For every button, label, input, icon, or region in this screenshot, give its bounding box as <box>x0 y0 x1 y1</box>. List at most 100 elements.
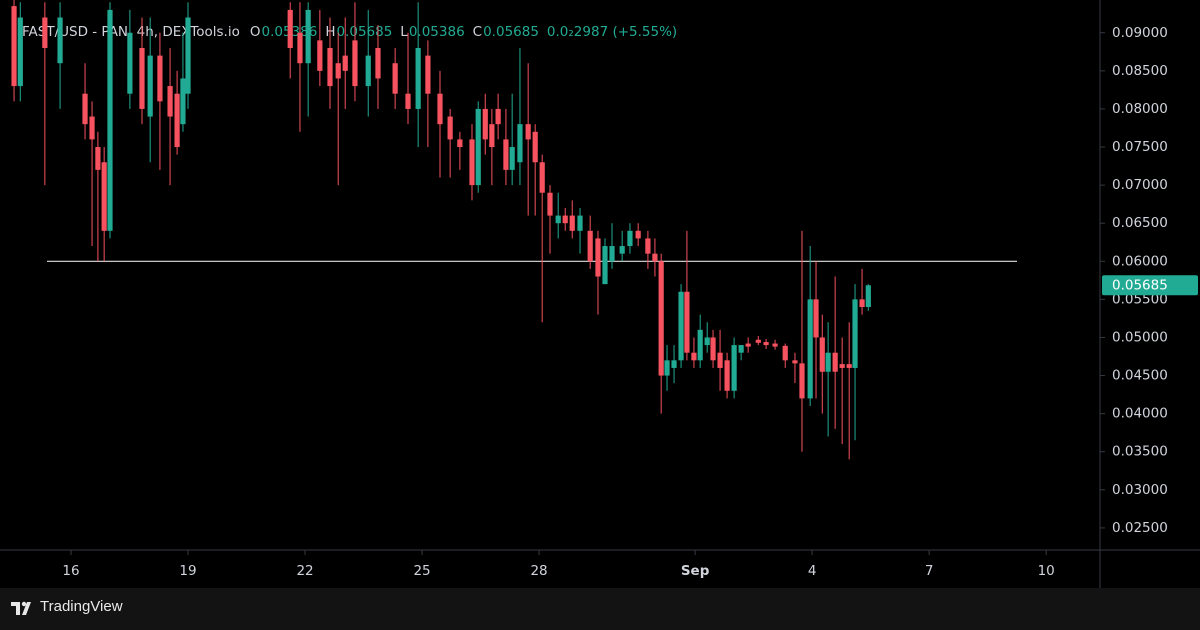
candle-body <box>547 192 553 216</box>
candle-body <box>17 17 23 87</box>
y-tick-label: 0.02500 <box>1112 520 1168 536</box>
candle-body <box>375 47 381 79</box>
y-tick-label: 0.06000 <box>1112 253 1168 269</box>
candle-body <box>697 329 703 361</box>
candle-body <box>819 337 825 372</box>
candle-body <box>287 9 293 48</box>
candle-body <box>745 343 751 347</box>
candle-body <box>645 238 651 254</box>
candle-body <box>704 337 710 346</box>
y-tick-label: 0.05000 <box>1112 329 1168 345</box>
candle-body <box>562 215 568 224</box>
candle-body <box>89 116 95 140</box>
candle-body <box>832 352 838 372</box>
candle-body <box>297 32 303 64</box>
candle-body <box>772 343 778 347</box>
legend-title: FAST/USD - PAN, 4h, DEXTools.io <box>22 24 240 40</box>
candle-body <box>405 93 411 109</box>
y-tick-label: 0.07000 <box>1112 177 1168 193</box>
candle-body <box>392 63 398 94</box>
candle-body <box>731 345 737 391</box>
candle-body <box>691 352 697 361</box>
candle-body <box>95 147 101 170</box>
candle-body <box>865 285 871 307</box>
candle-body <box>825 352 831 372</box>
x-tick-label: 10 <box>1038 563 1055 579</box>
candle-body <box>101 162 107 231</box>
candle-body <box>525 124 531 140</box>
candle-body <box>859 299 865 307</box>
legend-change: 0.0₂2987 (+5.55%) <box>547 24 677 40</box>
candle-body <box>839 364 845 368</box>
candle-body <box>317 40 323 71</box>
y-tick-label: 0.08000 <box>1112 101 1168 117</box>
candle-body <box>846 364 852 368</box>
candle-body <box>174 93 180 148</box>
candle-body <box>327 47 333 87</box>
candle-body <box>717 352 723 368</box>
legend-label: O <box>250 24 261 40</box>
candle-body <box>517 124 523 163</box>
last-price-label: 0.05685 <box>1112 277 1168 293</box>
candle-body <box>738 345 744 353</box>
legend-value: 0.05685 <box>483 24 539 40</box>
x-tick-label: 25 <box>413 563 430 579</box>
candle-body <box>57 17 63 64</box>
candle-body <box>437 93 443 125</box>
candle-body <box>157 55 163 102</box>
candle-body <box>447 116 453 140</box>
candle-body <box>335 63 341 79</box>
logo <box>11 601 31 615</box>
candle-body <box>619 246 625 254</box>
candle-body <box>807 299 813 399</box>
candle-body <box>475 108 481 186</box>
candle-body <box>305 9 311 64</box>
candle-body <box>569 215 575 231</box>
candle-body <box>724 360 730 391</box>
brand: TradingView <box>40 598 123 615</box>
candle-body <box>457 139 463 148</box>
candle-body <box>710 337 716 361</box>
candle-body <box>684 291 690 353</box>
candle-body <box>11 6 17 87</box>
x-tick-label: Sep <box>681 563 710 579</box>
candle-body <box>595 238 601 277</box>
x-tick-label: 28 <box>530 563 547 579</box>
y-tick-label: 0.04500 <box>1112 368 1168 384</box>
candle-body <box>509 147 515 170</box>
candle-body <box>82 93 88 125</box>
candle-body <box>425 55 431 94</box>
candle-body <box>365 55 371 87</box>
candle-body <box>664 360 670 376</box>
candle-body <box>678 291 684 361</box>
candle-body <box>180 78 186 125</box>
candle-body <box>482 108 488 140</box>
x-tick-label: 7 <box>925 563 934 579</box>
y-tick-label: 0.03000 <box>1112 482 1168 498</box>
legend-value: 0.05386 <box>409 24 465 40</box>
candle-body <box>352 40 358 87</box>
candle-body <box>503 139 509 170</box>
y-tick-label: 0.08500 <box>1112 63 1168 79</box>
candle-body <box>555 215 561 224</box>
footer: TradingView <box>0 588 1200 630</box>
candle-body <box>627 230 633 247</box>
candle-body <box>127 32 133 94</box>
candle-body <box>658 261 664 376</box>
y-tick-label: 0.07500 <box>1112 139 1168 155</box>
candle-body <box>763 342 769 346</box>
y-tick-label: 0.06500 <box>1112 215 1168 231</box>
candle-body <box>495 108 501 125</box>
candle-body <box>635 230 641 239</box>
y-tick-label: 0.04000 <box>1112 406 1168 422</box>
candle-body <box>587 230 593 262</box>
candle-body <box>577 215 583 231</box>
candle-body <box>469 139 475 186</box>
candle-body <box>755 339 761 343</box>
candle-body <box>609 246 615 262</box>
candle-body <box>792 360 798 364</box>
candle-body <box>167 86 173 117</box>
x-tick-label: 16 <box>62 563 79 579</box>
x-tick-label: 19 <box>179 563 196 579</box>
